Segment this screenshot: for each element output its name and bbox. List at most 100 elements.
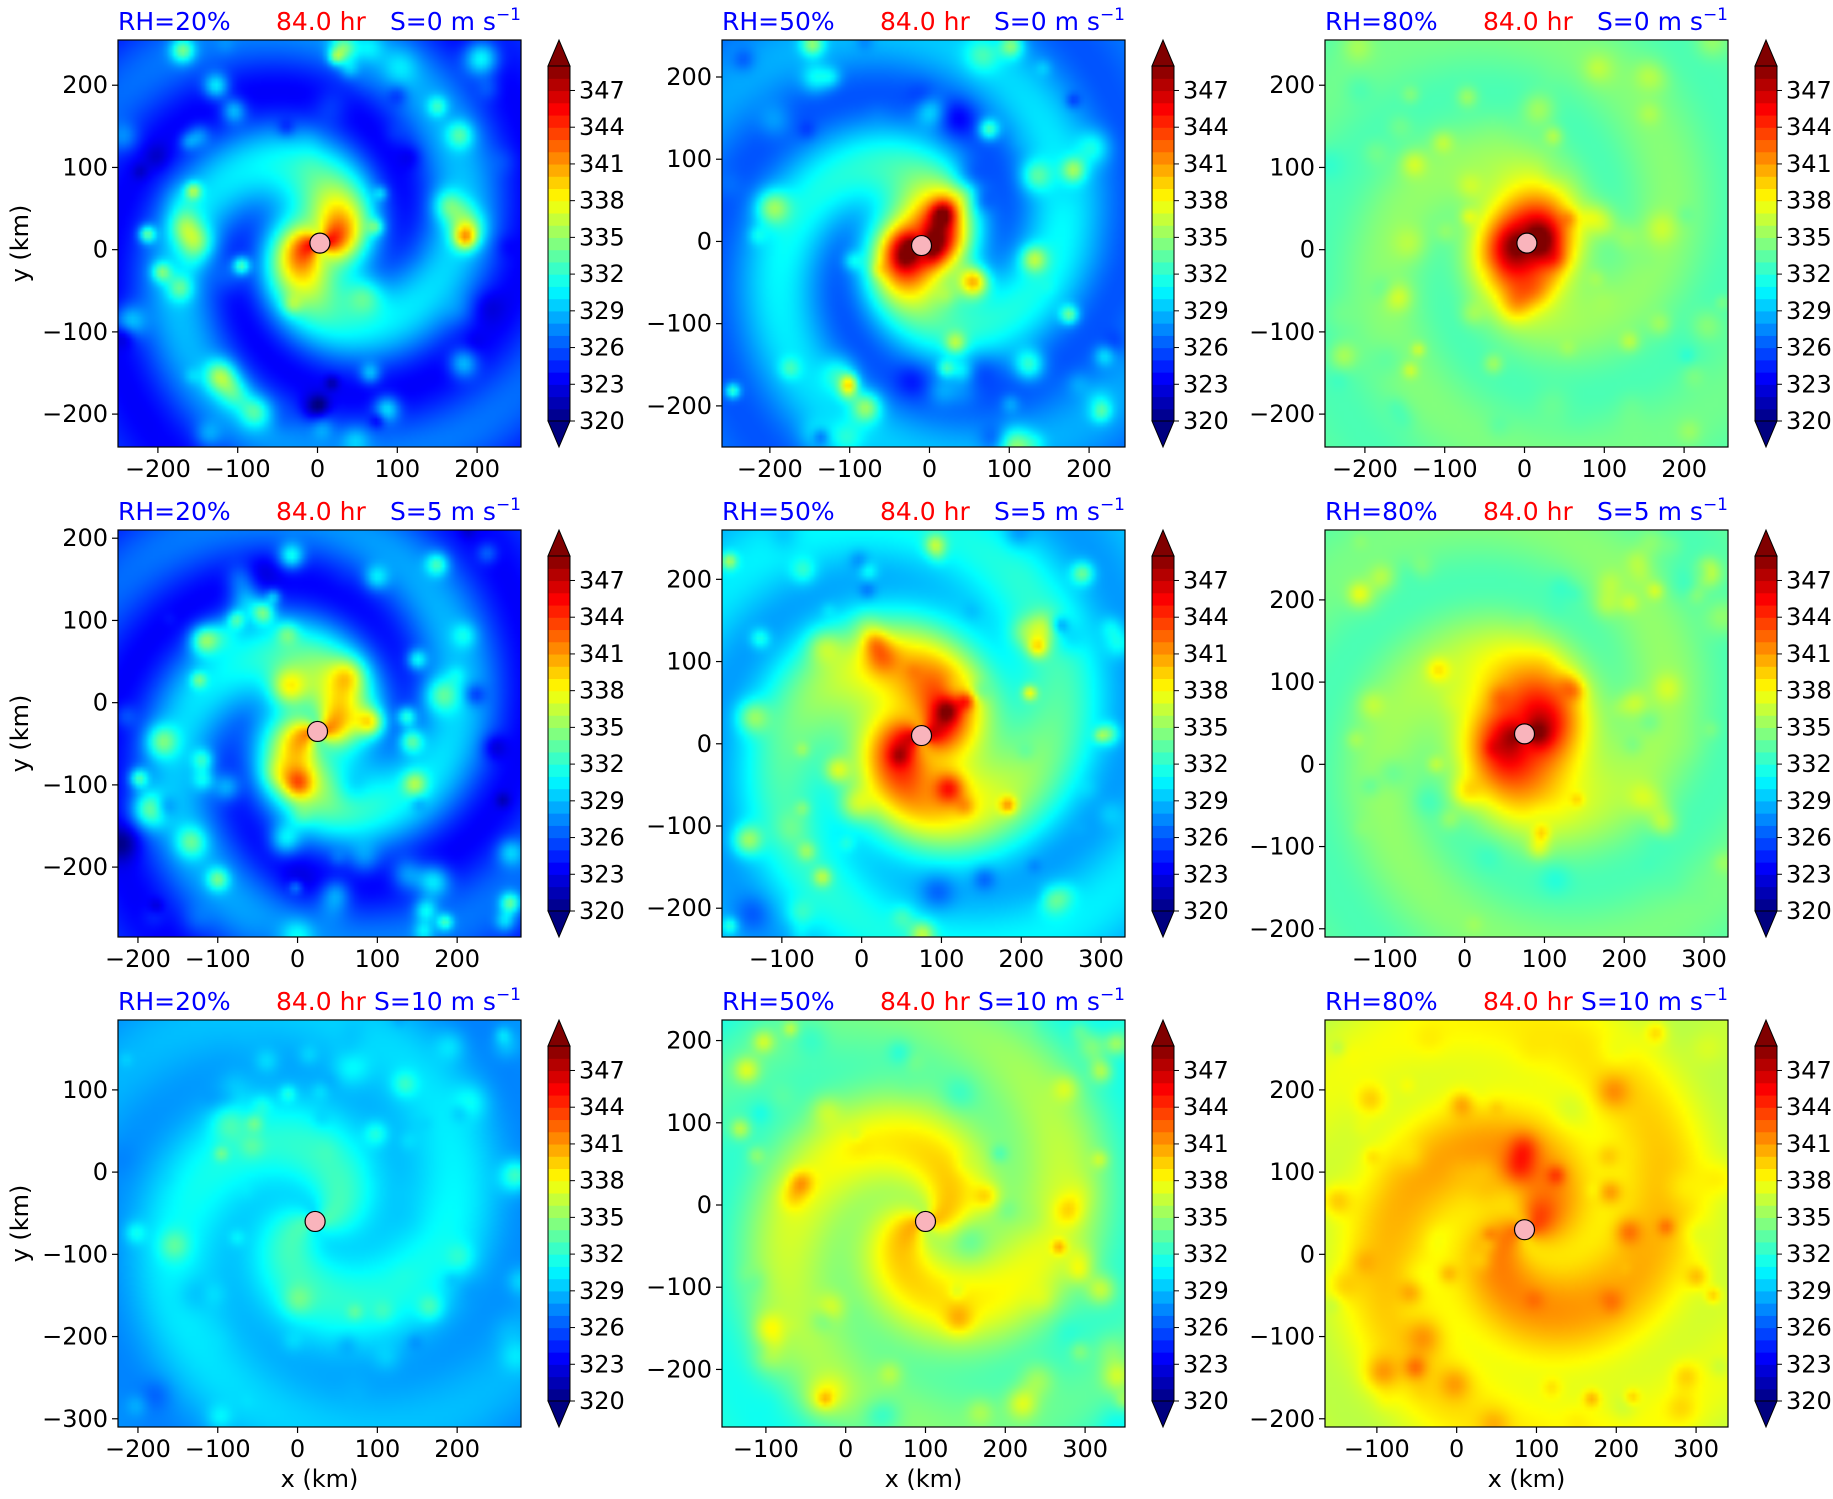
- colorbar-level: [548, 359, 570, 373]
- rh-label: RH=50%: [722, 987, 835, 1016]
- y-tick-label: 100: [666, 648, 712, 676]
- colorbar-level: [1152, 90, 1174, 104]
- colorbar-level: [1755, 580, 1777, 594]
- colorbar-tick-label: 326: [579, 1314, 625, 1342]
- axes-frame: [721, 1019, 1126, 1428]
- y-tick-label: 100: [62, 606, 108, 634]
- storm-center-marker: [910, 234, 933, 257]
- colorbar-level: [548, 1229, 570, 1243]
- colorbar-level: [548, 1180, 570, 1194]
- colorbar-frame: [547, 555, 571, 912]
- colorbar-level: [1755, 1327, 1777, 1341]
- colorbar-level: [548, 212, 570, 226]
- colorbar-tick-label: 347: [1183, 1056, 1229, 1084]
- time-label: 84.0 hr: [880, 497, 970, 526]
- rh-label: RH=80%: [1325, 987, 1438, 1016]
- colorbar-level: [1152, 249, 1174, 263]
- colorbar-tick-label: 332: [1786, 260, 1832, 288]
- colorbar-level: [548, 788, 570, 802]
- colorbar-frame: [1754, 1045, 1778, 1402]
- colorbar-tick-label: 341: [579, 1130, 625, 1158]
- time-label: 84.0 hr: [880, 987, 970, 1016]
- colorbar-frame: [1151, 1045, 1175, 1402]
- x-tick-label: −100: [749, 945, 815, 973]
- colorbar-level: [548, 776, 570, 790]
- y-tick-label: −100: [646, 812, 712, 840]
- colorbar-level: [548, 1339, 570, 1353]
- colorbar-level: [1755, 666, 1777, 680]
- colorbar-level: [548, 1327, 570, 1341]
- x-tick-label: 0: [1457, 945, 1472, 973]
- axes-frame: [117, 529, 522, 938]
- colorbar-level: [1152, 1082, 1174, 1096]
- axes-frame: [117, 1019, 522, 1428]
- colorbar-level: [1152, 188, 1174, 202]
- colorbar-level: [1755, 653, 1777, 667]
- colorbar-extend-max: [1754, 528, 1778, 557]
- colorbar-level: [1152, 1388, 1174, 1402]
- colorbar-tick-label: 341: [579, 640, 625, 668]
- y-tick-label: −100: [1249, 833, 1315, 861]
- shear-unit-exponent: −1: [496, 985, 521, 1005]
- colorbar-level: [1755, 1131, 1777, 1145]
- colorbar-level: [1755, 776, 1777, 790]
- x-tick-label: 200: [434, 1435, 480, 1463]
- colorbar-tick-label: 347: [1183, 76, 1229, 104]
- colorbar-level: [1152, 653, 1174, 667]
- colorbar-level: [1152, 372, 1174, 385]
- x-tick-label: 0: [290, 1435, 305, 1463]
- colorbar-level: [1755, 188, 1777, 202]
- colorbar-tick-label: 326: [1183, 1314, 1229, 1342]
- colorbar-level: [1755, 1192, 1777, 1206]
- colorbar-level: [1152, 764, 1174, 777]
- colorbar-level: [1755, 1094, 1777, 1108]
- y-tick-label: 0: [697, 227, 712, 255]
- rh-label: RH=20%: [118, 497, 231, 526]
- colorbar-tick-label: 323: [1183, 1350, 1229, 1378]
- colorbar-extend-max: [1151, 1018, 1175, 1047]
- colorbar-level: [1755, 114, 1777, 128]
- colorbar-tick-label: 341: [1183, 640, 1229, 668]
- colorbar-level: [548, 1094, 570, 1108]
- x-axis-label: x (km): [281, 1465, 359, 1493]
- colorbar-tick-label: 329: [579, 297, 625, 325]
- axes-frame: [1324, 529, 1729, 938]
- shear-unit-exponent: −1: [1703, 985, 1728, 1005]
- y-tick-label: −100: [42, 318, 108, 346]
- colorbar-level: [1152, 751, 1174, 765]
- colorbar-level: [548, 261, 570, 275]
- time-label: 84.0 hr: [1483, 7, 1573, 36]
- y-tick-label: 0: [93, 236, 108, 264]
- colorbar-tick-label: 347: [579, 1056, 625, 1084]
- x-tick-label: −100: [1412, 455, 1478, 483]
- x-tick-label: −200: [105, 1435, 171, 1463]
- shear-label: S=5 m s−1: [390, 495, 521, 526]
- colorbar-level: [1152, 1315, 1174, 1329]
- colorbar-tick-label: 326: [579, 824, 625, 852]
- colorbar-level: [1755, 641, 1777, 655]
- colorbar-extend-min: [1151, 1400, 1175, 1429]
- y-tick-label: −200: [1249, 400, 1315, 428]
- x-tick-label: 0: [1517, 455, 1532, 483]
- colorbar-frame: [547, 1045, 571, 1402]
- colorbar-tick-label: 329: [1183, 297, 1229, 325]
- colorbar-tick-label: 332: [579, 750, 625, 778]
- y-tick-label: 0: [1300, 750, 1315, 778]
- colorbar-extend-min: [1754, 910, 1778, 939]
- x-tick-label: −200: [1332, 455, 1398, 483]
- y-tick-label: 100: [666, 1109, 712, 1137]
- x-tick-label: −100: [1344, 1435, 1410, 1463]
- colorbar-level: [1152, 78, 1174, 92]
- x-tick-label: 200: [982, 1435, 1028, 1463]
- colorbar-tick-label: 335: [579, 1203, 625, 1231]
- colorbar-level: [548, 1376, 570, 1390]
- colorbar-extend-max: [1754, 38, 1778, 67]
- colorbar-tick-label: 338: [1183, 1167, 1229, 1195]
- colorbar-level: [1755, 1266, 1777, 1280]
- x-tick-label: −100: [817, 455, 883, 483]
- colorbar-tick-label: 323: [1786, 370, 1832, 398]
- shear-unit-exponent: −1: [1100, 495, 1125, 515]
- colorbar-level: [548, 898, 570, 912]
- colorbar-extend-min: [547, 420, 571, 449]
- colorbar-tick-label: 338: [1786, 187, 1832, 215]
